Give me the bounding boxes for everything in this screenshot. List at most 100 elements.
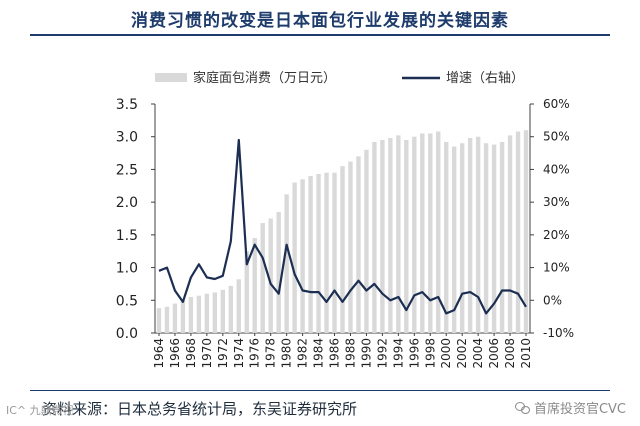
x-tick-label: 2002 [455, 338, 469, 369]
bar [204, 293, 210, 333]
legend-bar-swatch [155, 73, 187, 82]
left-tick-label: 3.0 [116, 130, 138, 146]
x-tick-label: 1982 [296, 338, 310, 369]
right-tick-label: -10% [543, 326, 574, 340]
bar [332, 172, 337, 333]
bar [467, 138, 473, 333]
bar [188, 297, 194, 333]
bar [156, 308, 162, 333]
x-tick-label: 1978 [264, 338, 278, 369]
bar [436, 131, 441, 333]
x-tick-label: 1988 [343, 338, 357, 369]
bar [404, 139, 409, 333]
x-tick-label: 1970 [200, 338, 214, 369]
bar [276, 211, 281, 333]
x-tick-label: 1968 [184, 338, 198, 369]
left-tick-label: 3.5 [116, 97, 138, 113]
left-tick-label: 1.0 [116, 261, 138, 277]
bar [372, 141, 377, 333]
bar [444, 141, 449, 333]
x-tick-label: 1996 [407, 338, 421, 369]
bar [220, 289, 226, 333]
x-tick-label: 1992 [375, 338, 389, 369]
bar [380, 139, 385, 333]
bar [356, 156, 361, 333]
x-tick-label: 1994 [391, 338, 405, 369]
bar [180, 300, 186, 333]
right-tick-label: 20% [543, 228, 570, 242]
bar [308, 175, 313, 333]
x-tick-label: 2000 [439, 338, 453, 369]
right-tick-label: 50% [543, 130, 570, 144]
bar [268, 218, 273, 333]
x-tick-label: 1980 [280, 338, 294, 369]
watermark-text: 首席投资官CVC [533, 402, 626, 417]
left-tick-label: 1.5 [116, 228, 138, 244]
x-tick-label: 1972 [216, 338, 230, 369]
x-tick-label: 2006 [487, 338, 501, 369]
bar [244, 251, 249, 333]
left-tick-label: 0.0 [116, 326, 138, 342]
bar [388, 138, 393, 333]
bar [284, 194, 289, 333]
source-divider [30, 390, 610, 391]
bar [452, 146, 457, 333]
bar [396, 135, 401, 333]
bar [292, 182, 297, 333]
bar [212, 292, 218, 333]
bar [499, 141, 505, 333]
right-tick-label: 60% [543, 97, 570, 111]
bar [515, 131, 521, 333]
bar [491, 144, 497, 333]
legend-bar-label: 家庭面包消费（万日元） [193, 70, 336, 86]
bar [412, 136, 417, 333]
x-tick-label: 2008 [503, 338, 517, 369]
bar [196, 295, 202, 333]
bar [420, 133, 425, 333]
watermark-left: IC^ 九鼎微视 [6, 404, 74, 417]
right-tick-label: 30% [543, 195, 570, 209]
bar [507, 135, 513, 333]
x-tick-label: 2010 [519, 338, 533, 369]
bar [483, 143, 489, 333]
x-tick-label: 1974 [232, 338, 246, 369]
bar [164, 306, 170, 333]
title-divider [30, 34, 610, 36]
bar [172, 303, 178, 333]
right-tick-label: 10% [543, 261, 570, 275]
left-tick-label: 2.0 [116, 195, 138, 211]
bar [475, 136, 481, 333]
bar [428, 133, 433, 333]
growth-line [158, 138, 527, 315]
bar [228, 285, 233, 333]
source-note: 资料来源：日本总务省统计局，东吴证券研究所 [42, 400, 358, 418]
left-tick-label: 2.5 [116, 162, 138, 178]
legend-line-label: 增速（右轴） [446, 71, 524, 86]
x-tick-label: 1976 [248, 338, 262, 369]
left-tick-label: 0.5 [116, 293, 138, 309]
x-tick-label: 1986 [328, 338, 342, 369]
bar [252, 238, 257, 333]
bar [260, 223, 265, 333]
x-tick-label: 1966 [168, 338, 182, 369]
combo-chart: 家庭面包消费（万日元） 增速（右轴） 0.0 0.5 1.0 1.5 2.0 2.5 3.0 3.… [116, 70, 574, 369]
x-tick-label: 1990 [359, 338, 373, 369]
bar [324, 172, 329, 333]
chart-title: 消费习惯的改变是日本面包行业发展的关键因素 [131, 11, 509, 31]
x-tick-label: 1998 [423, 338, 437, 369]
bar [236, 279, 241, 333]
x-tick-label: 1964 [152, 338, 166, 369]
right-tick-label: 0% [543, 293, 562, 307]
bar [316, 174, 321, 333]
x-tick-label: 1984 [312, 338, 326, 369]
bar [523, 130, 529, 333]
bar [459, 143, 465, 333]
bar [364, 149, 369, 333]
right-tick-label: 40% [543, 162, 570, 176]
bar [348, 161, 353, 333]
x-tick-label: 2004 [471, 338, 485, 369]
bar [340, 166, 345, 333]
watermark: 首席投资官CVC [514, 398, 626, 417]
wechat-icon [514, 401, 530, 414]
bar [300, 179, 305, 333]
